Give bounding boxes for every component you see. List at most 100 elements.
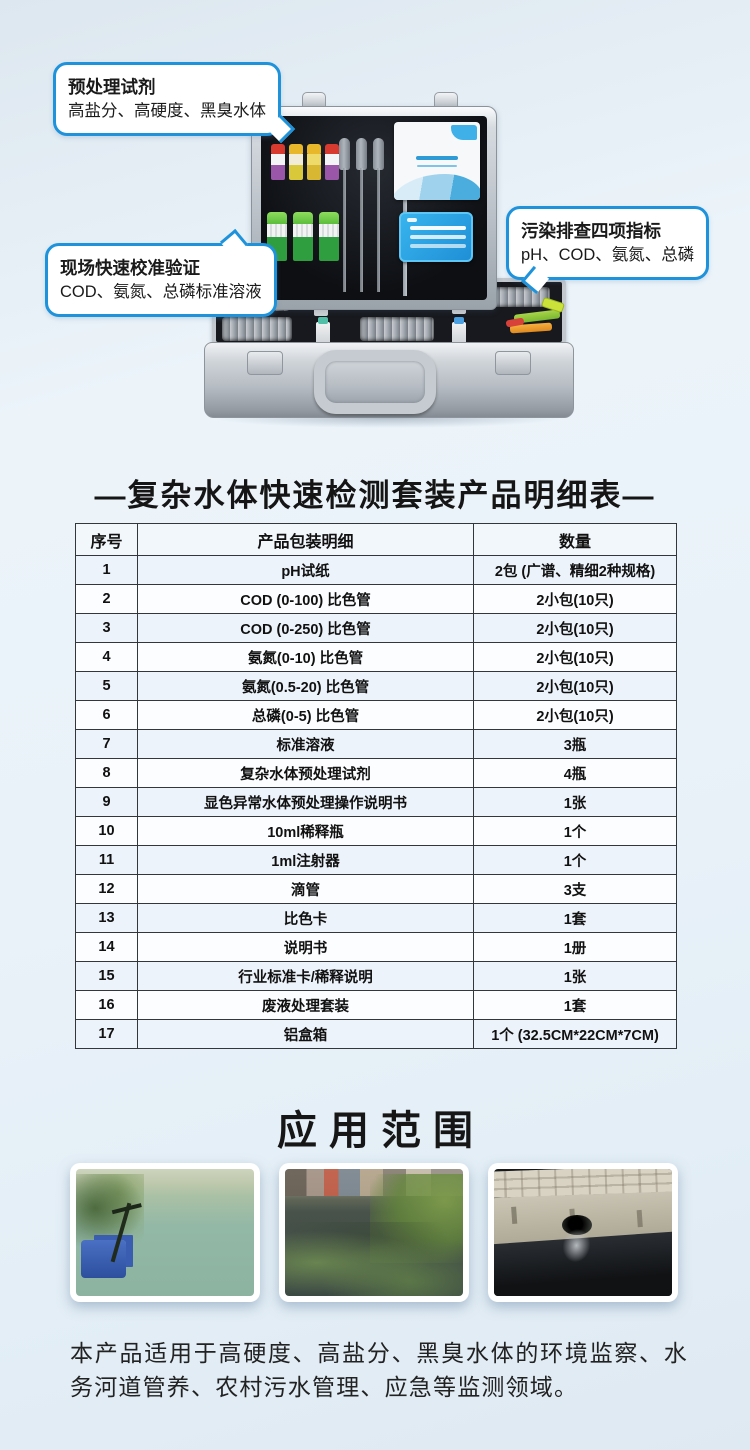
row-qty: 2小包(10只) bbox=[473, 642, 677, 672]
table-row: 4 氨氮(0-10) 比色管 2小包(10只) bbox=[75, 642, 677, 672]
header-no: 序号 bbox=[75, 523, 138, 556]
callout-desc: pH、COD、氨氮、总磷 bbox=[521, 245, 695, 264]
table-row: 2 COD (0-100) 比色管 2小包(10只) bbox=[75, 584, 677, 614]
row-item: 氨氮(0-10) 比色管 bbox=[137, 642, 474, 672]
application-photo-outfall bbox=[488, 1163, 678, 1302]
row-item: COD (0-250) 比色管 bbox=[137, 613, 474, 643]
row-no: 6 bbox=[75, 700, 138, 730]
row-item: 废液处理套装 bbox=[137, 990, 474, 1020]
application-section-title: 应用范围 bbox=[277, 1109, 485, 1153]
table-row: 14 说明书 1册 bbox=[75, 932, 677, 962]
row-item: 说明书 bbox=[137, 932, 474, 962]
row-qty: 1个 bbox=[473, 816, 677, 846]
callout-title: 污染排查四项指标 bbox=[521, 221, 661, 241]
lake-monitoring-image bbox=[76, 1169, 254, 1296]
row-item: COD (0-100) 比色管 bbox=[137, 584, 474, 614]
row-qty: 1个 bbox=[473, 845, 677, 875]
row-qty: 1张 bbox=[473, 961, 677, 991]
application-description: 本产品适用于高硬度、高盐分、黑臭水体的环境监察、水务河道管养、农村污水管理、应急… bbox=[70, 1340, 688, 1401]
outfall-pipe bbox=[561, 1214, 592, 1236]
table-row: 5 氨氮(0.5-20) 比色管 2小包(10只) bbox=[75, 671, 677, 701]
reagent-bottle bbox=[316, 317, 330, 344]
detail-table-title: —复杂水体快速检测套装产品明细表— bbox=[94, 478, 656, 513]
row-no: 3 bbox=[75, 613, 138, 643]
row-no: 10 bbox=[75, 816, 138, 846]
table-row: 12 滴管 3支 bbox=[75, 874, 677, 904]
row-no: 12 bbox=[75, 874, 138, 904]
row-item: 滴管 bbox=[137, 874, 474, 904]
row-no: 5 bbox=[75, 671, 138, 701]
row-qty: 2小包(10只) bbox=[473, 613, 677, 643]
dropper-pipette bbox=[339, 138, 350, 296]
row-qty: 4瓶 bbox=[473, 758, 677, 788]
row-qty: 3瓶 bbox=[473, 729, 677, 759]
row-qty: 1册 bbox=[473, 932, 677, 962]
table-row: 9 显色异常水体预处理操作说明书 1张 bbox=[75, 787, 677, 817]
row-item: 1ml注射器 bbox=[137, 845, 474, 875]
callout-tail bbox=[219, 228, 248, 258]
row-no: 15 bbox=[75, 961, 138, 991]
front-latch bbox=[495, 351, 531, 375]
table-row: 8 复杂水体预处理试剂 4瓶 bbox=[75, 758, 677, 788]
hero-product-image: 预处理试剂 高盐分、高硬度、黑臭水体 现场快速校准验证 COD、氨氮、总磷标准溶… bbox=[0, 0, 750, 465]
reagent-bottle bbox=[325, 144, 339, 180]
header-item: 产品包装明细 bbox=[137, 523, 474, 556]
row-qty: 3支 bbox=[473, 874, 677, 904]
row-no: 14 bbox=[75, 932, 138, 962]
table-row: 15 行业标准卡/稀释说明 1张 bbox=[75, 961, 677, 991]
row-qty: 1套 bbox=[473, 903, 677, 933]
row-no: 8 bbox=[75, 758, 138, 788]
table-row: 17 铝盒箱 1个 (32.5CM*22CM*7CM) bbox=[75, 1019, 677, 1049]
table-row: 13 比色卡 1套 bbox=[75, 903, 677, 933]
row-item: pH试纸 bbox=[137, 555, 474, 585]
table-row: 11 1ml注射器 1个 bbox=[75, 845, 677, 875]
polluted-stream-image bbox=[285, 1169, 463, 1296]
row-item: 铝盒箱 bbox=[137, 1019, 474, 1049]
table-row: 7 标准溶液 3瓶 bbox=[75, 729, 677, 759]
table-row: 16 废液处理套装 1套 bbox=[75, 990, 677, 1020]
sewage-outfall-image bbox=[494, 1169, 672, 1296]
row-qty: 2小包(10只) bbox=[473, 700, 677, 730]
callout-indicators: 污染排查四项指标 pH、COD、氨氮、总磷 bbox=[506, 206, 710, 294]
row-item: 10ml稀释瓶 bbox=[137, 816, 474, 846]
row-no: 4 bbox=[75, 642, 138, 672]
reagent-bottle bbox=[307, 144, 321, 180]
reagent-bottle-green bbox=[293, 212, 313, 261]
reagent-bottle-green bbox=[319, 212, 339, 261]
reagent-bottle bbox=[452, 317, 466, 344]
table-header-row: 序号 产品包装明细 数量 bbox=[75, 523, 677, 556]
row-item: 比色卡 bbox=[137, 903, 474, 933]
lid-items bbox=[261, 116, 487, 300]
blue-info-card bbox=[399, 212, 473, 262]
row-no: 7 bbox=[75, 729, 138, 759]
row-no: 16 bbox=[75, 990, 138, 1020]
front-latch bbox=[247, 351, 283, 375]
row-item: 复杂水体预处理试剂 bbox=[137, 758, 474, 788]
row-item: 氨氮(0.5-20) 比色管 bbox=[137, 671, 474, 701]
row-no: 9 bbox=[75, 787, 138, 817]
row-qty: 2小包(10只) bbox=[473, 584, 677, 614]
callout-title: 预处理试剂 bbox=[68, 77, 156, 97]
row-no: 2 bbox=[75, 584, 138, 614]
colorimetric-tube-pack bbox=[360, 317, 434, 341]
dropper-bottle-row bbox=[271, 144, 339, 180]
application-photo-stream bbox=[279, 1163, 469, 1302]
row-no: 17 bbox=[75, 1019, 138, 1049]
row-item: 标准溶液 bbox=[137, 729, 474, 759]
reeds bbox=[76, 1174, 144, 1251]
row-item: 总磷(0-5) 比色管 bbox=[137, 700, 474, 730]
row-qty: 1张 bbox=[473, 787, 677, 817]
application-photo-lake bbox=[70, 1163, 260, 1302]
callout-desc: COD、氨氮、总磷标准溶液 bbox=[60, 282, 262, 301]
dropper-pipette bbox=[373, 138, 384, 296]
row-no: 1 bbox=[75, 555, 138, 585]
callout-calibration: 现场快速校准验证 COD、氨氮、总磷标准溶液 bbox=[45, 228, 277, 317]
callout-title: 现场快速校准验证 bbox=[60, 258, 200, 278]
table-row: 3 COD (0-250) 比色管 2小包(10只) bbox=[75, 613, 677, 643]
dropper-pipette bbox=[356, 138, 367, 296]
instruction-booklet bbox=[394, 122, 480, 200]
reagent-bottle bbox=[289, 144, 303, 180]
table-row: 1 pH试纸 2包 (广谱、精细2种规格) bbox=[75, 555, 677, 585]
table-row: 6 总磷(0-5) 比色管 2小包(10只) bbox=[75, 700, 677, 730]
